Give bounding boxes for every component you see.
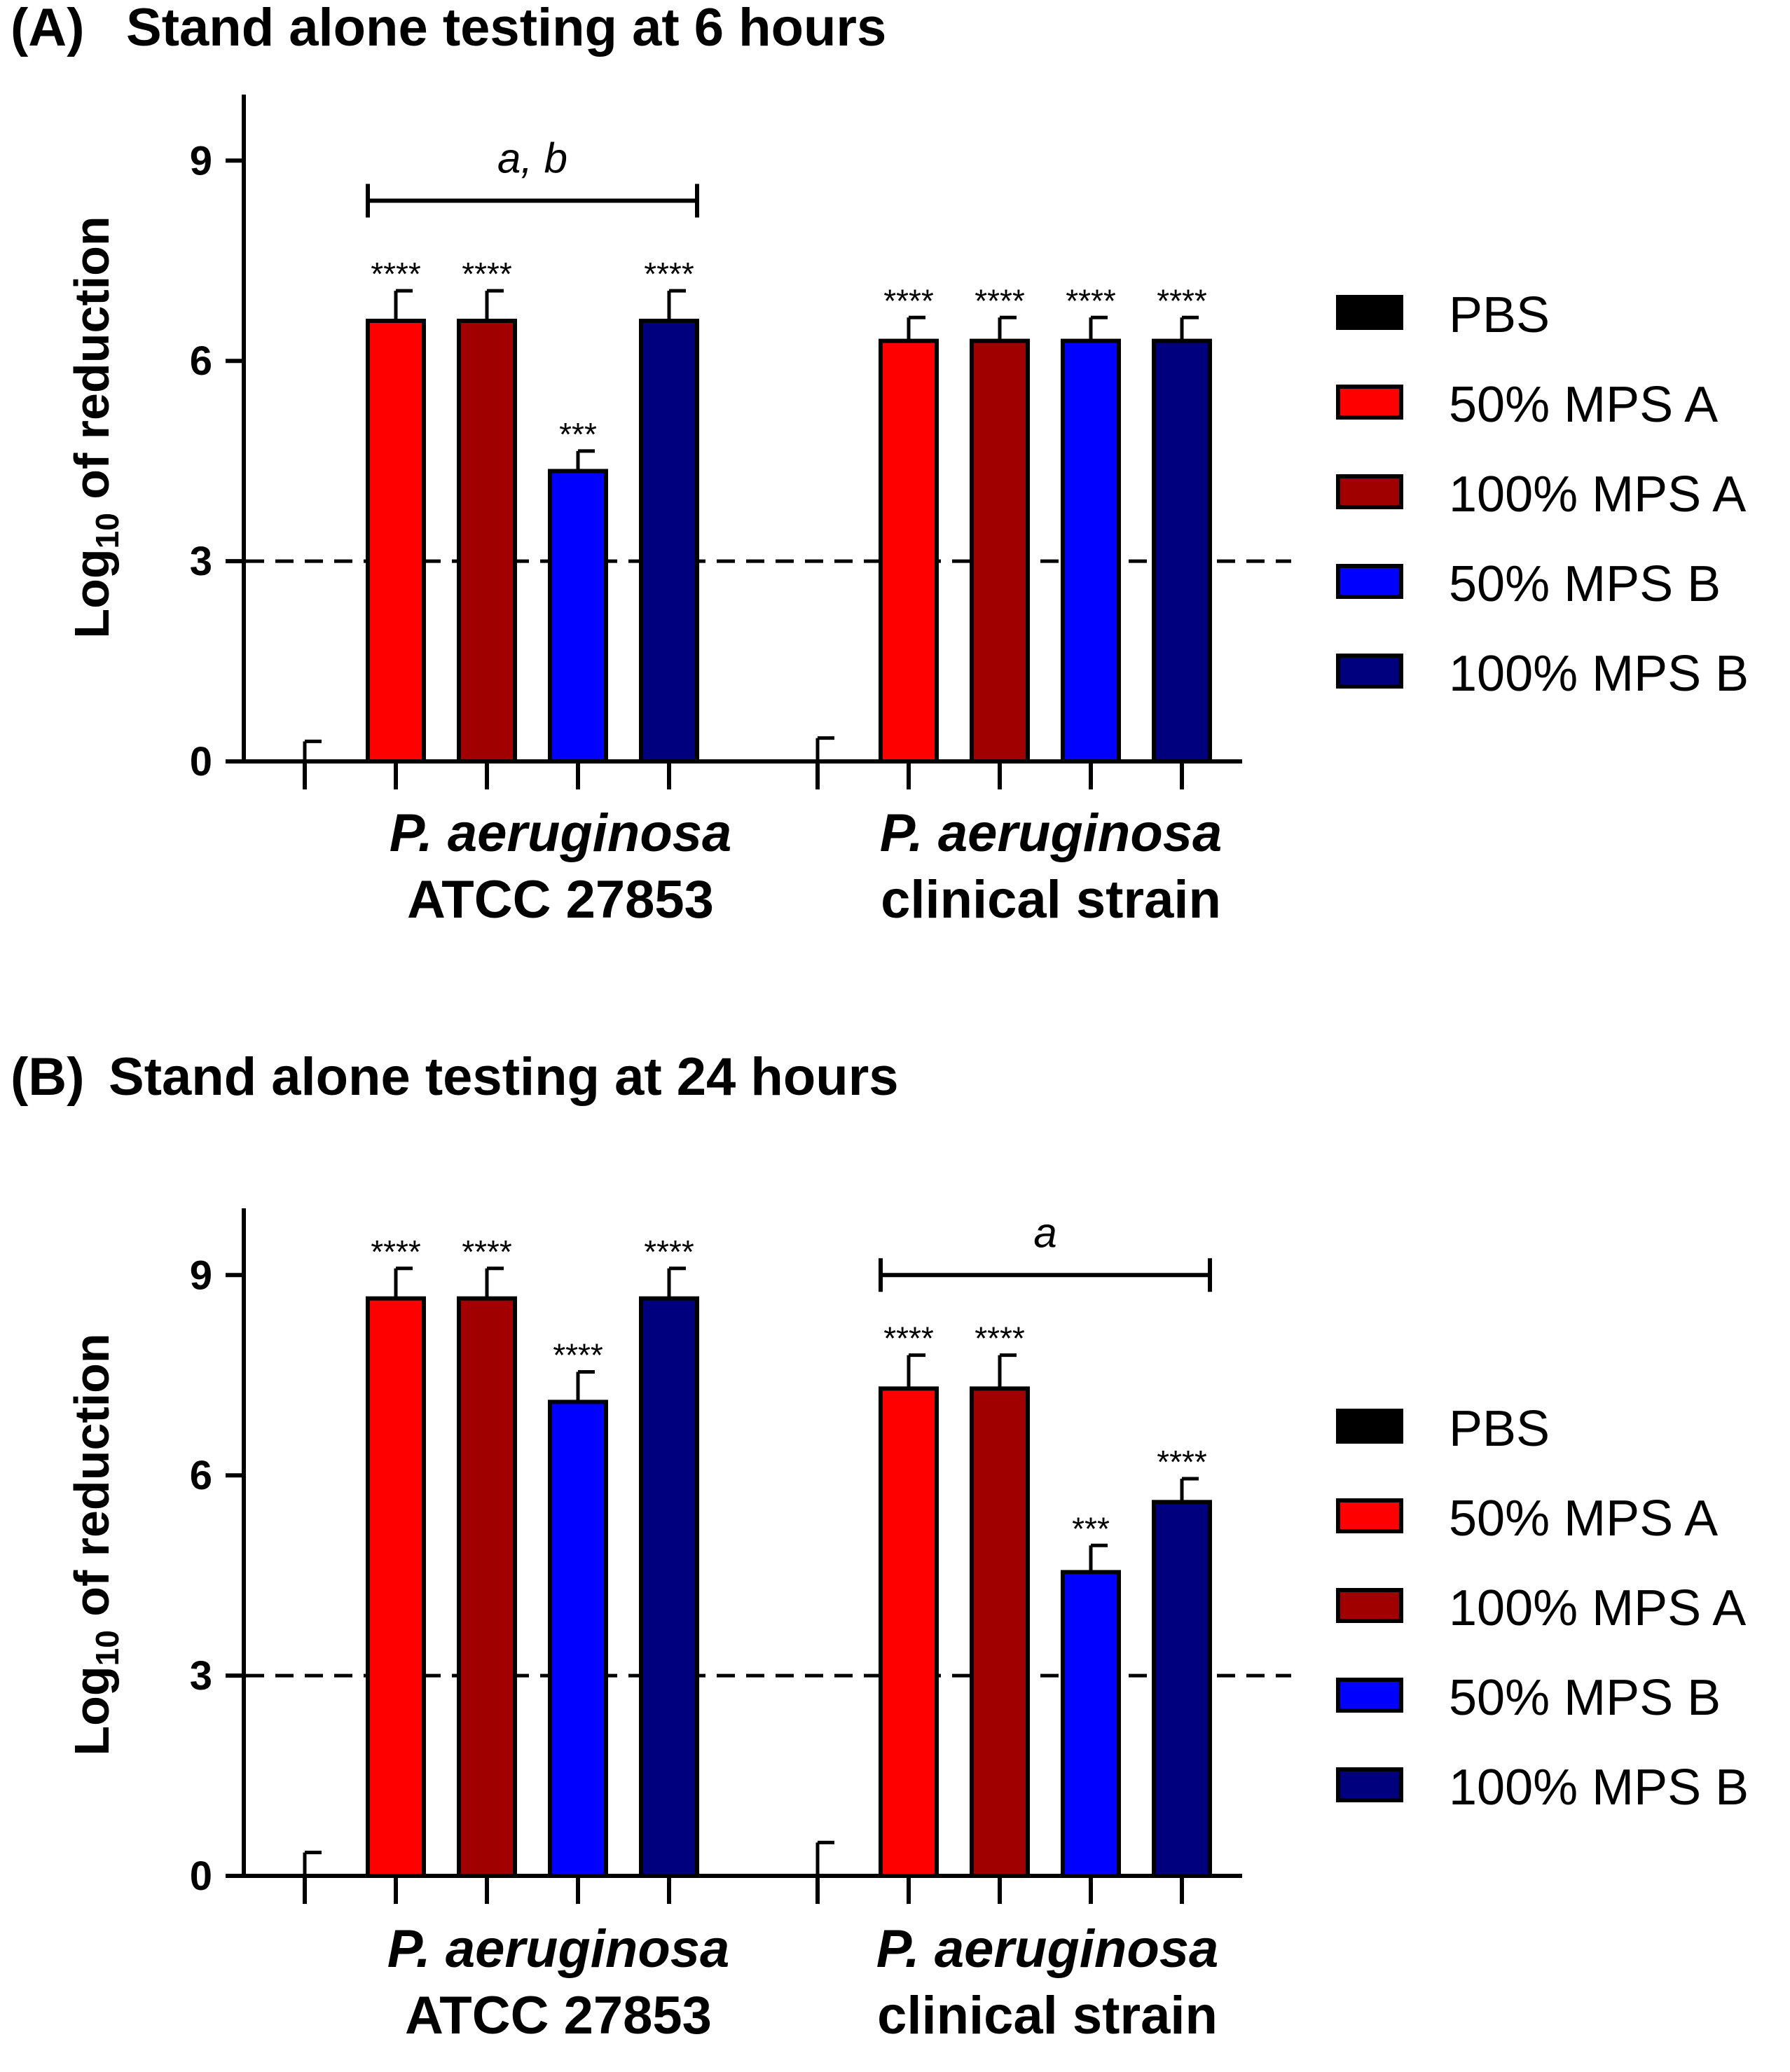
annotation-text: a, b <box>497 134 567 181</box>
legend-swatch <box>1336 564 1403 599</box>
significance-stars: **** <box>371 1234 421 1270</box>
significance-stars: **** <box>462 1234 512 1270</box>
bar <box>457 1296 517 1878</box>
group-label-species: P. aeruginosa <box>876 1919 1219 1979</box>
y-axis-label-rest: of reduction <box>64 216 119 513</box>
legend-label: 50% MPS B <box>1449 1670 1721 1726</box>
y-tick-label: 0 <box>190 1853 212 1899</box>
significance-stars: **** <box>883 282 934 319</box>
legend-label: 100% MPS B <box>1449 1760 1749 1816</box>
significance-stars: **** <box>1157 282 1207 319</box>
bar <box>1152 338 1212 764</box>
group-label-strain: clinical strain <box>877 1986 1218 2045</box>
legend-swatch <box>1336 295 1403 330</box>
bar <box>1152 1500 1212 1879</box>
legend-swatch <box>1336 654 1403 689</box>
y-axis-label-subscript: 10 <box>89 513 125 548</box>
bar <box>366 319 426 764</box>
legend-swatch <box>1336 1498 1403 1533</box>
legend-swatch <box>1336 1767 1403 1802</box>
group-label-species: P. aeruginosa <box>880 803 1223 863</box>
group-label-species: P. aeruginosa <box>390 803 732 863</box>
y-tick-label: 9 <box>190 1252 212 1298</box>
significance-stars: **** <box>371 256 421 292</box>
bar <box>548 1400 608 1878</box>
bar <box>457 319 517 764</box>
legend-label: PBS <box>1449 1401 1550 1457</box>
y-tick-label: 9 <box>190 138 212 184</box>
y-tick-label: 0 <box>190 739 212 785</box>
panel-b: (B) Stand alone testing at 24 hours Log10 … <box>11 1047 1749 2045</box>
annotation-text: a <box>1033 1209 1056 1256</box>
legend-swatch <box>1336 385 1403 420</box>
significance-stars: **** <box>975 282 1025 319</box>
significance-stars: **** <box>644 256 694 292</box>
legend-label: 100% MPS A <box>1449 467 1746 523</box>
y-axis-label-rest: of reduction <box>64 1333 119 1630</box>
legend-label: 100% MPS B <box>1449 646 1749 702</box>
bar <box>366 1296 426 1878</box>
significance-stars: **** <box>553 1337 603 1373</box>
legend-swatch <box>1336 1409 1403 1444</box>
group-label-strain: ATCC 27853 <box>407 870 714 930</box>
bar <box>639 1296 699 1878</box>
chart-title: Stand alone testing at 6 hours <box>126 0 886 57</box>
y-axis-label-main: Log <box>64 1666 119 1755</box>
legend-swatch <box>1336 1588 1403 1623</box>
y-tick-label: 6 <box>190 1453 212 1498</box>
y-axis-label: Log10 of reduction <box>64 216 125 638</box>
group-label-strain: clinical strain <box>881 870 1221 930</box>
significance-stars: **** <box>883 1320 934 1357</box>
y-axis-label-main: Log <box>64 548 119 638</box>
group-label-species: P. aeruginosa <box>387 1919 730 1979</box>
y-tick-label: 3 <box>190 539 212 584</box>
significance-stars: *** <box>559 416 597 453</box>
legend-label: PBS <box>1449 287 1550 343</box>
bar <box>548 469 608 764</box>
y-tick-label: 6 <box>190 338 212 384</box>
significance-stars: *** <box>1072 1510 1110 1547</box>
legend-label: 50% MPS A <box>1449 1491 1718 1547</box>
panel-label: (A) <box>11 0 85 57</box>
legend-label: 50% MPS B <box>1449 556 1721 612</box>
chart-title: Stand alone testing at 24 hours <box>109 1047 899 1107</box>
significance-stars: **** <box>975 1320 1025 1357</box>
bar <box>1061 338 1121 764</box>
significance-stars: **** <box>644 1234 694 1270</box>
significance-stars: **** <box>1066 282 1116 319</box>
legend-label: 100% MPS A <box>1449 1580 1746 1636</box>
bar <box>970 338 1030 764</box>
y-tick-label: 3 <box>190 1653 212 1699</box>
bar <box>879 338 939 764</box>
panel-a: (A) Stand alone testing at 6 hours Log10 o… <box>11 0 1749 930</box>
bar <box>879 1386 939 1879</box>
panel-label: (B) <box>11 1047 85 1107</box>
legend-swatch <box>1336 1678 1403 1713</box>
bar <box>639 319 699 764</box>
legend-swatch <box>1336 474 1403 509</box>
bar <box>970 1386 1030 1879</box>
y-axis-label: Log10 of reduction <box>64 1333 125 1755</box>
y-axis-label-subscript: 10 <box>89 1630 125 1666</box>
legend-label: 50% MPS A <box>1449 377 1718 433</box>
bar <box>1061 1570 1121 1878</box>
significance-stars: **** <box>1157 1444 1207 1480</box>
group-label-strain: ATCC 27853 <box>405 1986 712 2045</box>
significance-stars: **** <box>462 256 512 292</box>
